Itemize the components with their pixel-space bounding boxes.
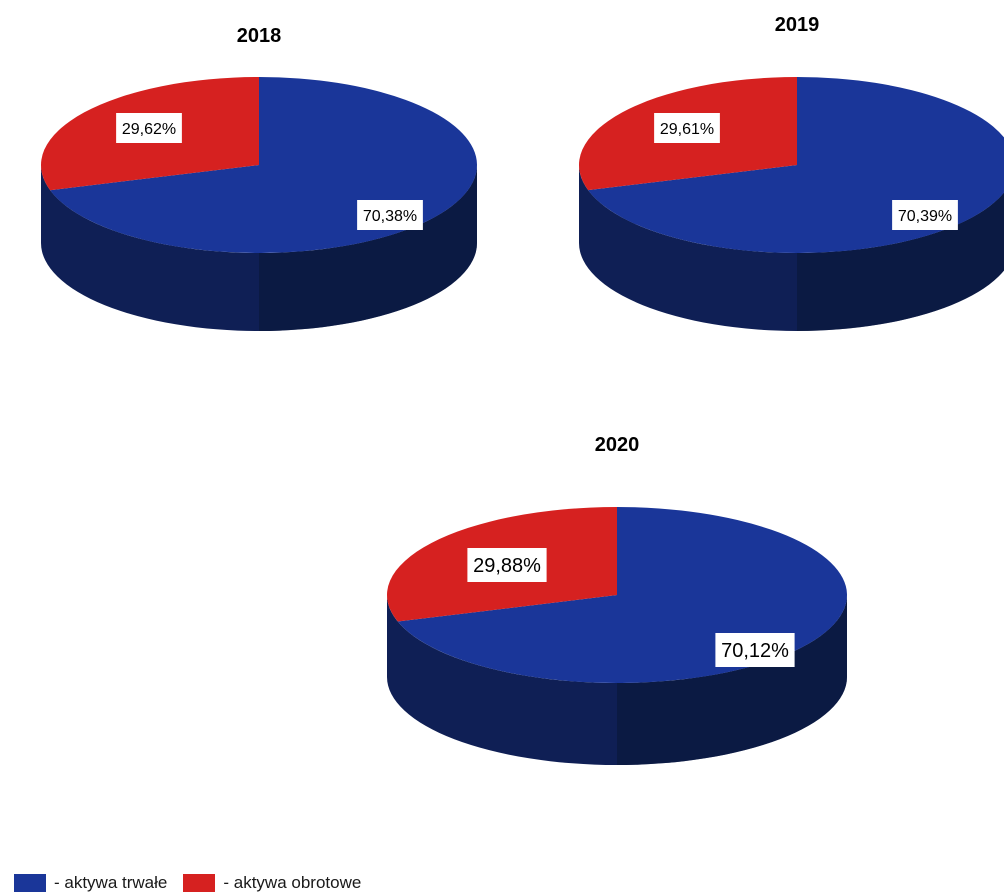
pie-side-shade — [617, 595, 847, 765]
data-label-box — [715, 633, 795, 667]
data-label-box — [892, 200, 958, 230]
legend: - aktywa trwałe - aktywa obrotowe — [14, 872, 377, 894]
data-label-box — [654, 113, 720, 143]
pie-side-shade — [259, 165, 477, 331]
data-label-box — [357, 200, 423, 230]
chart-title: 2018 — [237, 25, 282, 47]
data-label-aktywa-trwale: 70,12% — [721, 640, 789, 662]
data-label-aktywa-obrotowe: 29,88% — [473, 555, 541, 577]
data-label-aktywa-trwale: 70,39% — [898, 208, 952, 225]
data-label-box — [116, 113, 182, 143]
data-label-aktywa-obrotowe: 29,62% — [122, 121, 176, 138]
chart-title: 2020 — [595, 434, 640, 456]
pie-chart-2019: 2019 70,39% 29,61% — [579, 14, 1004, 331]
chart-title: 2019 — [775, 14, 820, 36]
data-label-aktywa-obrotowe: 29,61% — [660, 121, 714, 138]
legend-swatch-red — [183, 874, 216, 892]
legend-label-aktywa-obrotowe: - aktywa obrotowe — [223, 873, 362, 892]
legend-swatch-blue — [14, 874, 46, 892]
data-label-box — [467, 548, 547, 582]
legend-item-aktywa-obrotowe: - aktywa obrotowe — [183, 873, 361, 893]
legend-item-aktywa-trwale: - aktywa trwałe — [14, 873, 167, 893]
legend-label-aktywa-trwale: - aktywa trwałe — [54, 873, 168, 892]
data-label-aktywa-trwale: 70,38% — [363, 208, 417, 225]
pie-chart-2018: 2018 70,38% 29,62% — [40, 25, 478, 331]
pie-chart-2020: 2020 70,12% 29,88% — [387, 434, 847, 765]
